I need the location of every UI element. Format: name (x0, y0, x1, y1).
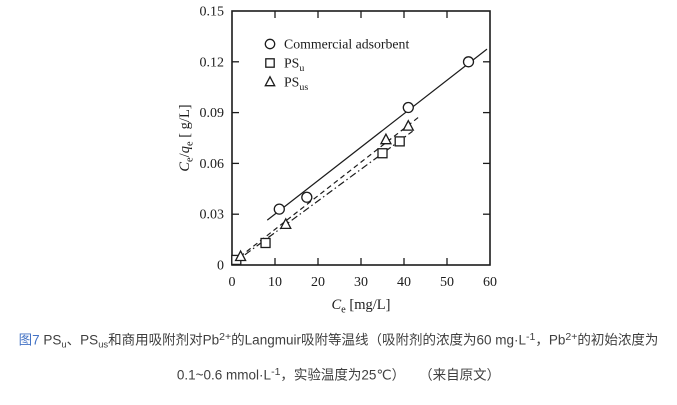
square-marker (394, 136, 405, 147)
x-tick-label: 10 (268, 275, 282, 290)
caption-segment: -1 (525, 331, 536, 343)
caption-segment: 的初始浓度为 (577, 332, 659, 348)
y-tick-label: 0.06 (200, 157, 225, 172)
square-marker (265, 58, 275, 68)
figure-caption: 图7 PSu、PSus和商用吸附剂对Pb2+的Langmuir吸附等温线（吸附剂… (0, 330, 677, 385)
circle-marker (264, 38, 276, 50)
x-tick-label: 50 (440, 275, 454, 290)
caption-segment: us (98, 339, 109, 351)
y-axis-title: Ce/qe [ g/L] (177, 104, 196, 171)
circle-marker (402, 101, 414, 114)
x-tick-label: 30 (354, 275, 368, 290)
y-tick-label: 0.15 (200, 5, 225, 20)
caption-segment: 2+ (219, 331, 232, 343)
y-tick-label: 0.12 (200, 55, 225, 70)
y-axis: 0 0.03 0.06 0.09 0.12 0.15 Ce/qe [ g/L] (177, 5, 490, 274)
triangle-marker (379, 132, 393, 145)
caption-segment: （来自原文） (419, 367, 501, 383)
caption-segment: 图7 (18, 332, 44, 348)
x-axis: 0 10 20 30 40 50 60 Ce [mg/L] (229, 11, 497, 316)
caption-segment: 的Langmuir吸附等温线（吸附剂的浓度为60 mg·L (231, 332, 526, 348)
caption-segment: PS (43, 332, 62, 348)
x-tick-label: 20 (311, 275, 325, 290)
x-tick-label: 40 (397, 275, 411, 290)
circle-marker (462, 56, 475, 68)
caption-segment: -1 (271, 366, 281, 379)
legend-label-ps-us: PSus (284, 75, 308, 94)
square-marker (260, 237, 271, 249)
x-tick-label: 0 (229, 275, 236, 290)
circle-marker (273, 203, 285, 215)
legend-label-ps-u: PSu (284, 56, 304, 75)
square-marker (377, 148, 388, 159)
caption-segment: 2+ (565, 331, 578, 343)
caption-segment: u (61, 339, 67, 351)
triangle-marker (264, 75, 276, 87)
circle-marker (301, 191, 313, 203)
triangle-marker (402, 119, 415, 131)
triangle-marker (279, 217, 292, 230)
caption-segment: ，Pb (535, 332, 566, 348)
y-tick-label: 0.09 (200, 106, 225, 121)
caption-line-2: 0.1~0.6 mmol·L-1，实验温度为25℃） （来自原文） (0, 365, 677, 385)
caption-segment: ，实验温度为25℃） (280, 367, 406, 383)
caption-segment: 、PS (66, 332, 99, 348)
caption-line-1: 图7 PSu、PSus和商用吸附剂对Pb2+的Langmuir吸附等温线（吸附剂… (0, 330, 677, 352)
langmuir-isotherm-figure: 0 10 20 30 40 50 60 Ce [mg/L] 0 0.03 0.06 0.09 0.12 0… (0, 5, 677, 385)
y-tick-label: 0 (217, 259, 224, 274)
x-tick-label: 60 (483, 275, 497, 290)
caption-segment: 和商用吸附剂对Pb (108, 332, 220, 348)
legend-label-commercial-adsorbent: Commercial adsorbent (284, 37, 409, 52)
series-ps-us (234, 119, 415, 262)
caption-segment: 0.1~0.6 mmol·L (176, 367, 272, 383)
triangle-marker (234, 249, 247, 262)
series-commercial-adsorbent (273, 56, 475, 215)
x-axis-title: Ce [mg/L] (331, 297, 390, 316)
fit-line-commercial-adsorbent (266, 48, 488, 221)
y-tick-label: 0.03 (200, 208, 225, 223)
